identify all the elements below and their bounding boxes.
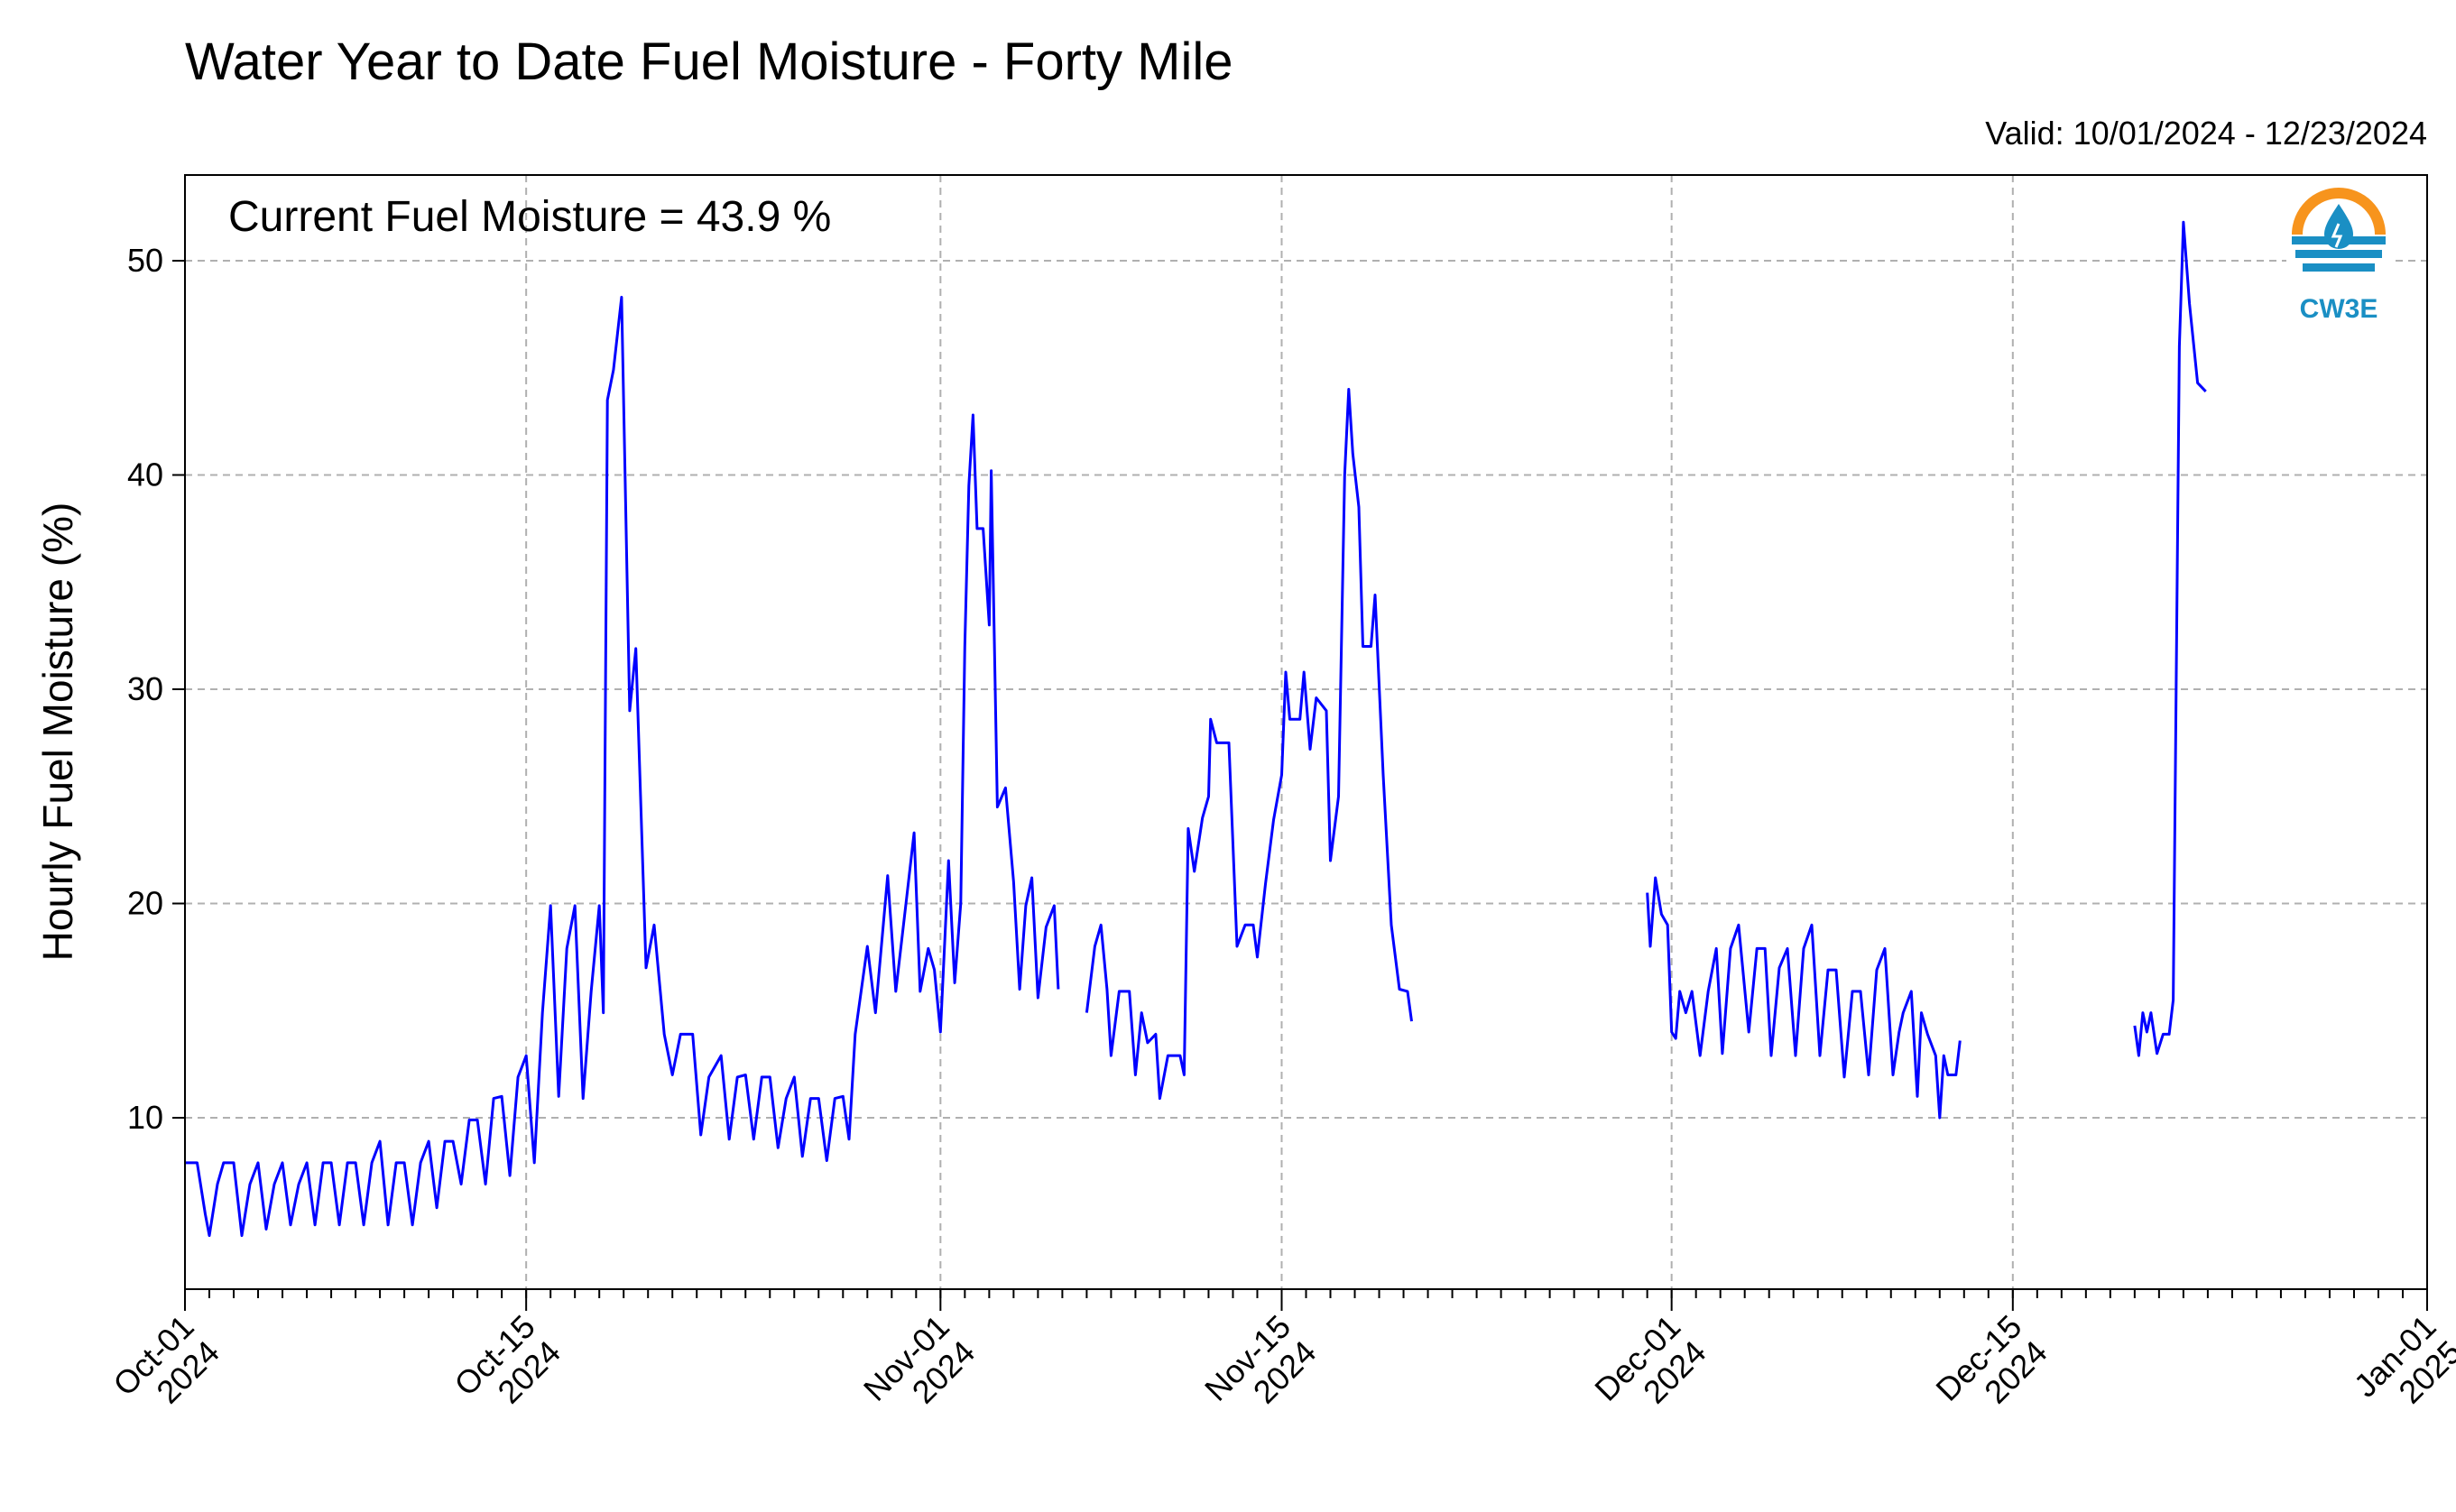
y-axis-label: Hourly Fuel Moisture (%): [34, 502, 81, 962]
x-tick-label: Nov-012024: [856, 1308, 982, 1434]
plot-frame: [184, 174, 2428, 1290]
y-axis: 10 20 30 40 50: [127, 242, 185, 1136]
series-line: [2133, 220, 2207, 1057]
x-tick-label: Oct-152024: [447, 1308, 568, 1429]
chart-title: Water Year to Date Fuel Moisture - Forty…: [185, 32, 1233, 91]
x-tick-label: Jan-012025: [2347, 1308, 2456, 1430]
y-tick-label: 20: [127, 885, 163, 922]
series-line: [185, 295, 1060, 1238]
grid-lines: [185, 175, 2427, 1289]
y-tick-label: 30: [127, 670, 163, 707]
logo-text: CW3E: [2300, 294, 2378, 324]
y-tick-label: 40: [127, 456, 163, 493]
y-tick-label: 50: [127, 242, 163, 279]
x-tick-label: Nov-152024: [1197, 1308, 1323, 1434]
data-series: [185, 220, 2207, 1238]
x-tick-label: Dec-152024: [1928, 1308, 2054, 1434]
valid-date-range: Valid: 10/01/2024 - 12/23/2024: [1985, 115, 2427, 152]
series-line: [1085, 388, 1413, 1101]
current-moisture-annotation: Current Fuel Moisture = 43.9 %: [228, 193, 831, 241]
cw3e-logo-icon: [2286, 188, 2391, 285]
series-line: [1646, 876, 1962, 1120]
y-tick-label: 10: [127, 1099, 163, 1136]
x-axis: Oct-012024 Oct-152024 Nov-012024 Nov-152024…: [106, 1289, 2456, 1434]
x-tick-label: Dec-012024: [1587, 1308, 1713, 1434]
x-tick-label: Oct-012024: [106, 1308, 226, 1429]
